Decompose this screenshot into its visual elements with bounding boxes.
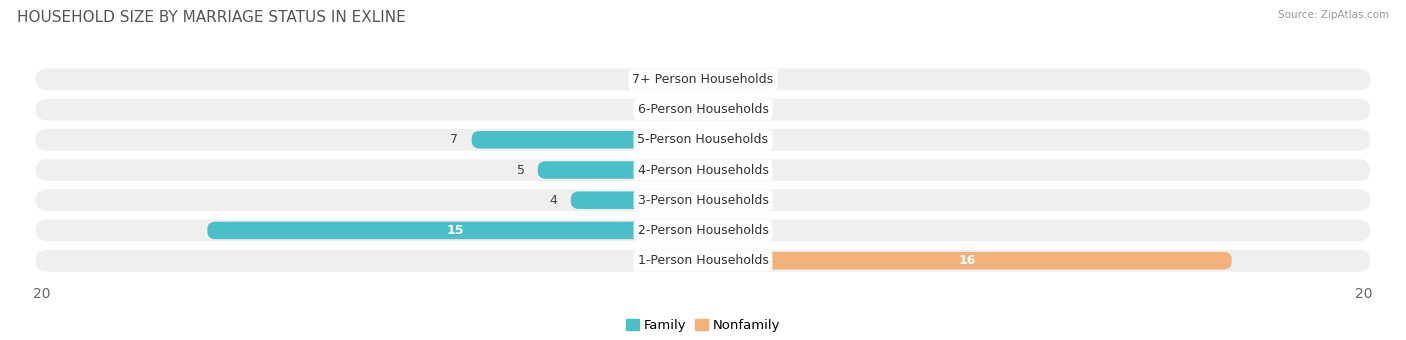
Text: 4-Person Households: 4-Person Households bbox=[637, 164, 769, 176]
Text: 15: 15 bbox=[447, 224, 464, 237]
FancyBboxPatch shape bbox=[35, 159, 1371, 181]
FancyBboxPatch shape bbox=[703, 252, 1232, 269]
FancyBboxPatch shape bbox=[35, 220, 1371, 241]
FancyBboxPatch shape bbox=[664, 101, 703, 118]
FancyBboxPatch shape bbox=[35, 129, 1371, 151]
Text: 1-Person Households: 1-Person Households bbox=[637, 254, 769, 267]
FancyBboxPatch shape bbox=[35, 189, 1371, 211]
FancyBboxPatch shape bbox=[35, 99, 1371, 120]
Text: 3-Person Households: 3-Person Households bbox=[637, 194, 769, 207]
Text: 6-Person Households: 6-Person Households bbox=[637, 103, 769, 116]
FancyBboxPatch shape bbox=[703, 131, 742, 149]
Text: 0: 0 bbox=[643, 103, 650, 116]
FancyBboxPatch shape bbox=[703, 222, 737, 239]
FancyBboxPatch shape bbox=[703, 161, 742, 179]
FancyBboxPatch shape bbox=[207, 222, 703, 239]
Legend: Family, Nonfamily: Family, Nonfamily bbox=[620, 314, 786, 338]
Text: Source: ZipAtlas.com: Source: ZipAtlas.com bbox=[1278, 10, 1389, 20]
Text: 7: 7 bbox=[450, 133, 458, 146]
Text: 1: 1 bbox=[749, 224, 758, 237]
Text: 2-Person Households: 2-Person Households bbox=[637, 224, 769, 237]
FancyBboxPatch shape bbox=[703, 71, 742, 88]
Text: 0: 0 bbox=[756, 73, 763, 86]
Text: 0: 0 bbox=[756, 164, 763, 176]
Text: 5-Person Households: 5-Person Households bbox=[637, 133, 769, 146]
FancyBboxPatch shape bbox=[35, 250, 1371, 272]
Text: 0: 0 bbox=[643, 73, 650, 86]
Text: 0: 0 bbox=[643, 254, 650, 267]
Text: 7+ Person Households: 7+ Person Households bbox=[633, 73, 773, 86]
Text: 5: 5 bbox=[516, 164, 524, 176]
FancyBboxPatch shape bbox=[703, 191, 742, 209]
FancyBboxPatch shape bbox=[703, 101, 742, 118]
Text: 16: 16 bbox=[959, 254, 976, 267]
FancyBboxPatch shape bbox=[471, 131, 703, 149]
FancyBboxPatch shape bbox=[35, 68, 1371, 90]
Text: 0: 0 bbox=[756, 133, 763, 146]
FancyBboxPatch shape bbox=[537, 161, 703, 179]
Text: 4: 4 bbox=[550, 194, 558, 207]
FancyBboxPatch shape bbox=[664, 71, 703, 88]
FancyBboxPatch shape bbox=[571, 191, 703, 209]
Text: 0: 0 bbox=[756, 194, 763, 207]
Text: 0: 0 bbox=[756, 103, 763, 116]
Text: HOUSEHOLD SIZE BY MARRIAGE STATUS IN EXLINE: HOUSEHOLD SIZE BY MARRIAGE STATUS IN EXL… bbox=[17, 10, 405, 25]
FancyBboxPatch shape bbox=[664, 252, 703, 269]
